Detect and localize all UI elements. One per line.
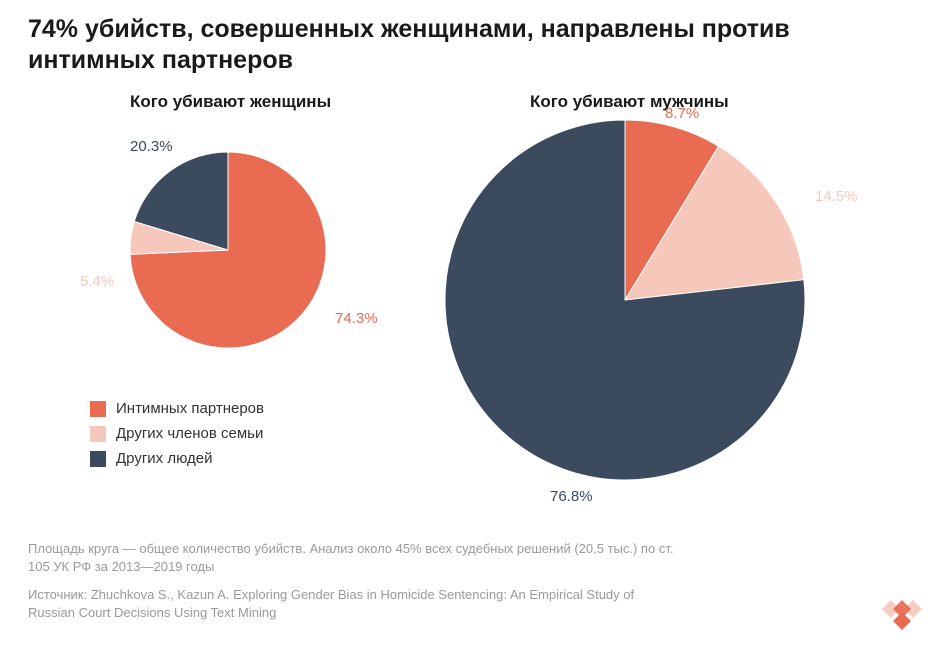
legend-label: Интимных партнеров bbox=[116, 400, 264, 417]
logo-icon bbox=[879, 595, 925, 635]
footnote-method: Площадь круга — общее количество убийств… bbox=[28, 540, 678, 575]
slice-label: 5.4% bbox=[80, 273, 114, 290]
legend-item: Других членов семьи bbox=[90, 425, 264, 442]
footnote-source: Источник: Zhuchkova S., Kazun A. Explori… bbox=[28, 586, 678, 621]
legend-item: Интимных партнеров bbox=[90, 400, 264, 417]
slice-label: 76.8% bbox=[550, 488, 593, 505]
legend-label: Других людей bbox=[116, 450, 213, 467]
slice-label: 14.5% bbox=[815, 188, 858, 205]
legend-swatch bbox=[90, 401, 106, 417]
slice-label: 20.3% bbox=[130, 138, 173, 155]
slice-label: 74.3% bbox=[335, 310, 378, 327]
legend-item: Других людей bbox=[90, 450, 264, 467]
legend: Интимных партнеров Других членов семьи Д… bbox=[90, 400, 264, 475]
legend-label: Других членов семьи bbox=[116, 425, 263, 442]
legend-swatch bbox=[90, 426, 106, 442]
slice-label: 8.7% bbox=[665, 105, 699, 122]
legend-swatch bbox=[90, 451, 106, 467]
